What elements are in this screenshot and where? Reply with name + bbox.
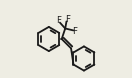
Text: F: F [56,16,61,25]
Text: F: F [72,27,77,36]
Text: F: F [65,15,70,24]
